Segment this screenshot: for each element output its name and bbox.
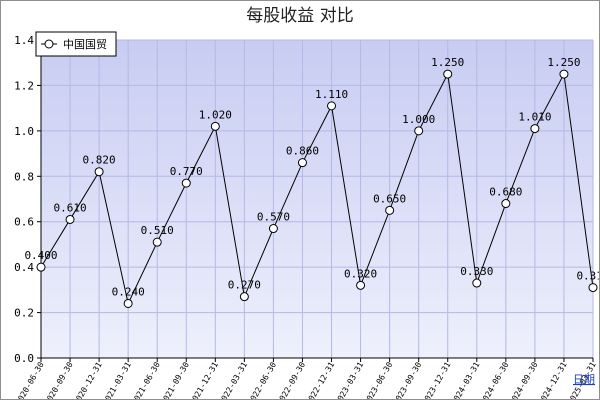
data-label: 0.400 — [24, 249, 57, 262]
data-label: 0.330 — [460, 265, 493, 278]
data-point — [414, 126, 424, 136]
legend-label: 中国国贸 — [63, 38, 107, 51]
data-label: 0.860 — [286, 145, 319, 158]
data-label: 0.820 — [83, 154, 116, 167]
series-layer: 0.400 0.610 0.820 0.240 0.510 0.770 1.020 0.270… — [24, 56, 599, 308]
data-point — [385, 205, 395, 215]
data-label: 0.770 — [170, 165, 203, 178]
x-tick-label: 2023-06-30 — [362, 360, 394, 399]
data-label: 0.610 — [53, 201, 86, 214]
x-tick-label: 2020-06-30 — [14, 360, 46, 399]
data-point — [268, 224, 278, 234]
x-tick-label: 2024-03-31 — [450, 360, 482, 399]
data-label: 1.020 — [199, 108, 232, 121]
data-label: 1.250 — [431, 56, 464, 69]
y-tick-label: 1.2 — [14, 79, 34, 92]
data-label: 0.240 — [112, 285, 145, 298]
plot-area — [41, 40, 593, 358]
data-point — [472, 278, 482, 288]
data-label: 1.110 — [315, 88, 348, 101]
x-tick-label: 2021-09-30 — [159, 360, 191, 399]
data-label: 1.000 — [402, 113, 435, 126]
data-point — [588, 283, 598, 293]
x-tick-label: 2021-03-31 — [101, 360, 133, 399]
x-tick-label: 2021-06-30 — [130, 360, 162, 399]
x-tick-label: 2024-06-30 — [479, 360, 511, 399]
x-tick-label: 2023-12-31 — [421, 360, 453, 399]
data-point — [327, 101, 337, 111]
data-label: 0.650 — [373, 192, 406, 205]
data-label: 1.010 — [518, 111, 551, 124]
data-point — [501, 199, 511, 209]
data-point — [94, 167, 104, 177]
x-tick-label: 2020-09-30 — [43, 360, 75, 399]
data-label: 0.510 — [141, 224, 174, 237]
data-point — [559, 69, 569, 79]
x-tick-label: 2022-12-31 — [304, 360, 336, 399]
y-tick-label: 0.0 — [14, 352, 34, 365]
data-label: 0.310 — [576, 270, 599, 283]
y-tick-label: 1.0 — [14, 125, 34, 138]
x-tick-label: 2024-09-30 — [508, 360, 540, 399]
data-point — [152, 237, 162, 247]
data-label: 0.270 — [228, 279, 261, 292]
data-point — [181, 178, 191, 188]
data-label: 1.250 — [547, 56, 580, 69]
x-tick-label: 2024-12-31 — [537, 360, 569, 399]
date-link[interactable]: 日期 — [573, 373, 595, 386]
x-tick-label: 2022-06-30 — [246, 360, 278, 399]
data-point — [443, 69, 453, 79]
y-tick-label: 0.6 — [14, 216, 34, 229]
x-tick-label: 2021-12-31 — [188, 360, 220, 399]
data-label: 0.570 — [257, 211, 290, 224]
x-tick-label: 2022-03-31 — [217, 360, 249, 399]
data-label: 0.680 — [489, 186, 522, 199]
data-point — [297, 158, 307, 168]
data-label: 0.320 — [344, 267, 377, 280]
data-point — [239, 292, 249, 302]
y-tick-label: 1.4 — [14, 34, 34, 47]
data-point — [530, 124, 540, 134]
y-tick-label: 0.2 — [14, 307, 34, 320]
data-point — [123, 298, 133, 308]
legend: 中国国贸 — [35, 31, 117, 57]
chart-title: 每股收益 对比 — [246, 6, 353, 26]
x-tick-label: 2020-12-31 — [72, 360, 104, 399]
x-tick-label: 2022-09-30 — [275, 360, 307, 399]
data-point — [36, 262, 46, 272]
data-point — [65, 214, 75, 224]
y-tick-label: 0.8 — [14, 170, 34, 183]
x-tick-label: 2023-03-31 — [333, 360, 365, 399]
x-tick-label: 2023-09-30 — [392, 360, 424, 399]
legend-marker — [44, 39, 54, 49]
data-point — [356, 280, 366, 290]
data-point — [210, 121, 220, 131]
y-tick-label: 0.4 — [14, 261, 34, 274]
series-line — [40, 72, 594, 306]
